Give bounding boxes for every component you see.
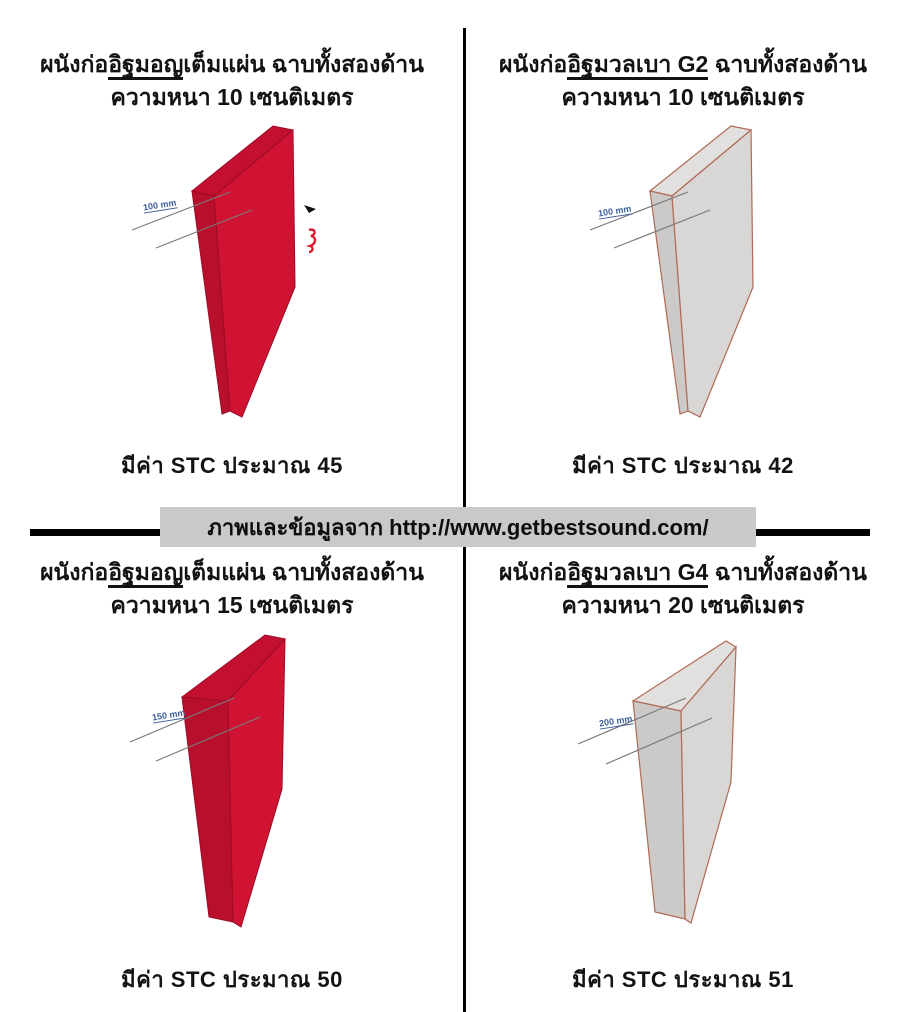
panel-brick-15cm: ผนังก่ออิฐมอญเต็มแผ่น ฉาบทั้งสองด้าน ควา… bbox=[0, 548, 464, 1012]
wall-front-face bbox=[671, 128, 754, 418]
stc-caption: มีค่า STC ประมาณ 50 bbox=[121, 967, 343, 992]
title-line1: ผนังก่ออิฐมอญเต็มแผ่น ฉาบทั้งสองด้าน bbox=[0, 556, 464, 589]
source-label: ภาพและข้อมูลจาก http://www.getbestsound.… bbox=[207, 514, 709, 540]
wall-figure bbox=[589, 125, 754, 418]
wall-front-face bbox=[213, 128, 296, 418]
wall-side-face bbox=[181, 696, 234, 923]
title-line2: ความหนา 10 เซนติเมตร bbox=[110, 84, 354, 110]
dimension-line bbox=[605, 717, 713, 765]
wall-front-face bbox=[680, 645, 737, 924]
wall-figure bbox=[578, 640, 737, 924]
panel-title: ผนังก่ออิฐมวลเบา G2 ฉาบทั้งสองด้าน ความห… bbox=[466, 48, 900, 114]
dimension-line bbox=[589, 191, 689, 231]
panel-title: ผนังก่ออิฐมวลเบา G4 ฉาบทั้งสองด้าน ความห… bbox=[466, 556, 900, 622]
panel-aac-g2-10cm: ผนังก่ออิฐมวลเบา G2 ฉาบทั้งสองด้าน ความห… bbox=[466, 28, 900, 505]
stc-caption: มีค่า STC ประมาณ 51 bbox=[572, 967, 794, 992]
title-underlined-material: อิฐมอญ bbox=[108, 559, 184, 588]
title-prefix: ผนังก่อ bbox=[499, 51, 568, 77]
dimension-line bbox=[578, 697, 687, 745]
wall-front-face bbox=[227, 637, 286, 928]
panel-aac-g4-20cm: ผนังก่ออิฐมวลเบา G4 ฉาบทั้งสองด้าน ความห… bbox=[466, 548, 900, 1012]
title-line1: ผนังก่ออิฐมอญเต็มแผ่น ฉาบทั้งสองด้าน bbox=[0, 48, 464, 81]
title-prefix: ผนังก่อ bbox=[40, 51, 109, 77]
title-suffix: ฉาบทั้งสองด้าน bbox=[708, 51, 867, 77]
title-underlined-material: อิฐมวลเบา G4 bbox=[567, 559, 709, 588]
title-line2: ความหนา 10 เซนติเมตร bbox=[561, 84, 805, 110]
source-band: ภาพและข้อมูลจาก http://www.getbestsound.… bbox=[160, 507, 756, 547]
cursor-mark-icon bbox=[304, 205, 316, 213]
red-scribble-mark bbox=[305, 228, 317, 254]
title-suffix: ฉาบทั้งสองด้าน bbox=[708, 559, 867, 585]
panel-title: ผนังก่ออิฐมอญเต็มแผ่น ฉาบทั้งสองด้าน ควา… bbox=[0, 556, 464, 622]
title-line1: ผนังก่ออิฐมวลเบา G4 ฉาบทั้งสองด้าน bbox=[466, 556, 900, 589]
title-underlined-material: อิฐมวลเบา G2 bbox=[567, 51, 709, 80]
title-line2: ความหนา 15 เซนติเมตร bbox=[110, 592, 354, 618]
panel-brick-10cm: ผนังก่ออิฐมอญเต็มแผ่น ฉาบทั้งสองด้าน ควา… bbox=[0, 28, 464, 505]
wall-figure bbox=[130, 634, 286, 928]
title-underlined-material: อิฐมอญ bbox=[108, 51, 184, 80]
title-line2: ความหนา 20 เซนติเมตร bbox=[561, 592, 805, 618]
title-line1: ผนังก่ออิฐมวลเบา G2 ฉาบทั้งสองด้าน bbox=[466, 48, 900, 81]
dimension-line bbox=[131, 191, 231, 231]
dimension-line bbox=[155, 716, 261, 762]
title-suffix: เต็มแผ่น ฉาบทั้งสองด้าน bbox=[183, 51, 424, 77]
stc-caption: มีค่า STC ประมาณ 42 bbox=[572, 453, 794, 478]
dimension-line bbox=[130, 697, 235, 743]
dimension-line bbox=[613, 209, 711, 249]
title-suffix: เต็มแผ่น ฉาบทั้งสองด้าน bbox=[183, 559, 424, 585]
title-prefix: ผนังก่อ bbox=[40, 559, 109, 585]
dimension-line bbox=[155, 209, 253, 249]
panel-title: ผนังก่ออิฐมอญเต็มแผ่น ฉาบทั้งสองด้าน ควา… bbox=[0, 48, 464, 114]
stc-caption: มีค่า STC ประมาณ 45 bbox=[121, 453, 343, 478]
title-prefix: ผนังก่อ bbox=[499, 559, 568, 585]
wall-figure bbox=[131, 125, 296, 418]
